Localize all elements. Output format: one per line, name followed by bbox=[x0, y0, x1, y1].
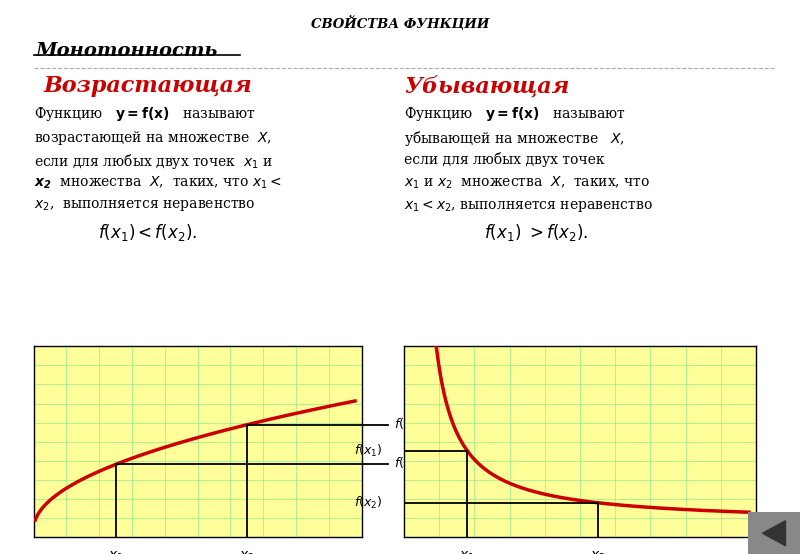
Text: $x_2$: $x_2$ bbox=[590, 550, 606, 554]
Text: Функцию   $\bf{y = f(x)}$   называют: Функцию $\bf{y = f(x)}$ называют bbox=[34, 105, 255, 123]
Text: $x_1$: $x_1$ bbox=[108, 550, 123, 554]
Text: $f(x_1)$: $f(x_1)$ bbox=[394, 456, 423, 473]
Text: $f(x_1)$: $f(x_1)$ bbox=[354, 443, 383, 459]
Text: СВОЙСТВА ФУНКЦИИ: СВОЙСТВА ФУНКЦИИ bbox=[311, 16, 489, 30]
Text: убывающей на множестве   $X$,: убывающей на множестве $X$, bbox=[404, 129, 625, 147]
Text: Монотонность: Монотонность bbox=[36, 42, 218, 59]
Polygon shape bbox=[762, 521, 786, 546]
Text: если для любых двух точек: если для любых двух точек bbox=[404, 152, 605, 167]
Text: $x_1 < x_2$, выполняется неравенство: $x_1 < x_2$, выполняется неравенство bbox=[404, 198, 653, 214]
Text: $x_1$ и $x_2$  множества  $X$,  таких, что: $x_1$ и $x_2$ множества $X$, таких, что bbox=[404, 175, 650, 192]
Text: Возрастающая: Возрастающая bbox=[44, 75, 253, 97]
Text: Функцию   $\bf{y = f(x)}$   называют: Функцию $\bf{y = f(x)}$ называют bbox=[404, 105, 626, 123]
Text: $x_1$: $x_1$ bbox=[459, 550, 475, 554]
Text: $x_2$,  выполняется неравенство: $x_2$, выполняется неравенство bbox=[34, 198, 255, 213]
Text: если для любых двух точек  $x_1$ и: если для любых двух точек $x_1$ и bbox=[34, 152, 273, 171]
Text: $x_2$: $x_2$ bbox=[239, 550, 254, 554]
Text: $\bfit{x_2}$  множества  $X$,  таких, что $x_1 <$: $\bfit{x_2}$ множества $X$, таких, что $… bbox=[34, 175, 282, 192]
Text: возрастающей на множестве  $X$,: возрастающей на множестве $X$, bbox=[34, 129, 271, 146]
Text: $f(x_1) < f(x_2).$: $f(x_1) < f(x_2).$ bbox=[98, 222, 197, 243]
Text: $f(x_2)$: $f(x_2)$ bbox=[394, 417, 423, 433]
Text: $f(x_2)$: $f(x_2)$ bbox=[354, 495, 383, 511]
Text: Убывающая: Убывающая bbox=[404, 75, 570, 97]
Text: $f(x_1)\ >f(x_2).$: $f(x_1)\ >f(x_2).$ bbox=[484, 222, 589, 243]
